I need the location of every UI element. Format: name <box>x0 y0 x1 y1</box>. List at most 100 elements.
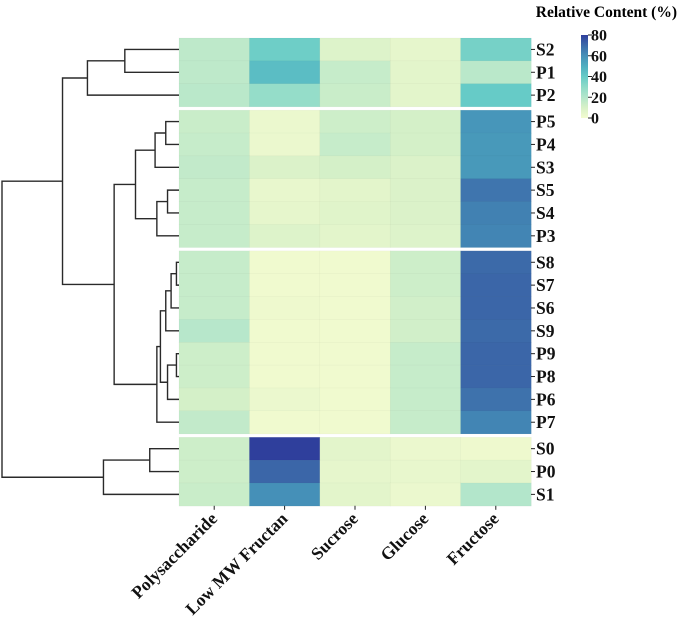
heatmap-cell <box>389 296 462 320</box>
heatmap-cell <box>460 437 532 461</box>
row-label: P3 <box>536 226 556 246</box>
heatmap-cell <box>389 109 462 134</box>
heatmap-cell <box>319 178 391 203</box>
colorbar-tick-label: 60 <box>591 48 607 65</box>
heatmap-cell <box>178 60 250 85</box>
heatmap-cell <box>249 250 321 275</box>
heatmap-cell <box>249 83 321 108</box>
heatmap-cell <box>178 342 250 366</box>
dendrogram-branch <box>159 310 168 383</box>
heatmap-cell <box>389 482 462 507</box>
heatmap-cell <box>249 437 321 461</box>
heatmap-cell <box>249 459 321 484</box>
heatmap-cell <box>249 201 321 225</box>
row-label: P6 <box>536 389 556 409</box>
row-label: P2 <box>536 85 555 105</box>
heatmap-cell <box>178 459 250 484</box>
heatmap-cell <box>178 250 250 275</box>
heatmap-cell <box>389 60 462 85</box>
heatmap-cell <box>249 364 321 389</box>
heatmap-cell <box>319 437 391 461</box>
colorbar-gradient <box>581 35 588 118</box>
heatmap-cell <box>460 155 532 180</box>
heatmap-cell <box>178 437 250 461</box>
heatmap-cell <box>389 437 462 461</box>
heatmap-cell <box>178 83 250 108</box>
heatmap-cell <box>460 482 532 507</box>
heatmap-cell <box>460 250 532 275</box>
row-label: S6 <box>536 298 555 318</box>
dendrogram-branch <box>156 200 180 237</box>
heatmap-cell <box>319 387 391 412</box>
heatmap-cell <box>249 178 321 203</box>
heatmap-cell <box>389 342 462 366</box>
dendrogram-branch <box>124 48 180 73</box>
row-label: P0 <box>536 462 556 482</box>
heatmap-cell <box>389 178 462 203</box>
colorbar-tick-label: 40 <box>591 69 607 86</box>
heatmap-cell <box>389 459 462 484</box>
heatmap-cell <box>460 83 532 108</box>
heatmap-cell <box>389 410 462 435</box>
heatmap-cell <box>460 178 532 203</box>
dendrogram-branch <box>166 189 180 214</box>
dendrogram-branch <box>86 60 180 96</box>
heatmap-cell <box>319 60 391 85</box>
dendrogram-branch <box>102 459 180 496</box>
heatmap-cell <box>319 224 391 248</box>
heatmap-cell <box>178 132 250 157</box>
heatmap-cell <box>319 482 391 507</box>
heatmap-cell <box>460 459 532 484</box>
row-label: S7 <box>536 275 555 295</box>
dendrogram-branch <box>149 447 180 473</box>
heatmap-cell <box>319 319 391 343</box>
heatmap-cell <box>249 319 321 343</box>
heatmap-cell <box>178 387 250 412</box>
heatmap-cell <box>178 224 250 248</box>
heatmap-cell <box>249 273 321 298</box>
heatmap-cell <box>460 387 532 412</box>
dendrogram-branch <box>61 77 115 286</box>
row-label: S9 <box>536 321 555 341</box>
heatmap-cell <box>389 37 462 62</box>
heatmap-cell <box>389 201 462 225</box>
row-label: P5 <box>536 112 556 132</box>
heatmap-cell <box>249 224 321 248</box>
row-label: S5 <box>536 180 555 200</box>
heatmap-cell <box>460 364 532 389</box>
heatmap-cell <box>249 387 321 412</box>
row-dendrogram <box>1 48 180 496</box>
heatmap-cell <box>460 132 532 157</box>
dendrogram-branch <box>134 149 157 220</box>
column-label: Fructose <box>442 508 502 568</box>
dendrogram-branch <box>165 290 180 332</box>
heatmap-cell <box>319 250 391 275</box>
heatmap-cell <box>319 410 391 435</box>
heatmap-cell <box>178 37 250 62</box>
heatmap-cell <box>319 132 391 157</box>
heatmap-cell <box>319 342 391 366</box>
heatmap-cell <box>389 224 462 248</box>
heatmap-cell <box>389 132 462 157</box>
heatmap-cell <box>460 273 532 298</box>
heatmap-cell <box>319 37 391 62</box>
heatmap-cell <box>319 155 391 180</box>
dendrogram-branch <box>165 120 180 146</box>
heatmap-cell <box>389 155 462 180</box>
heatmap-cell <box>389 387 462 412</box>
heatmap-cell <box>389 83 462 108</box>
colorbar: Relative Content (%) 80 60 40 20 0 <box>536 4 677 128</box>
row-label: S8 <box>536 252 555 272</box>
heatmap-cells <box>178 37 532 507</box>
heatmap-cell <box>460 296 532 320</box>
row-label: P4 <box>536 134 556 154</box>
heatmap-cell <box>319 273 391 298</box>
row-label: P1 <box>536 62 555 82</box>
heatmap-cell <box>249 482 321 507</box>
dendrogram-branch <box>154 132 180 168</box>
heatmap-cell <box>249 296 321 320</box>
dendrogram-branch <box>166 364 180 401</box>
